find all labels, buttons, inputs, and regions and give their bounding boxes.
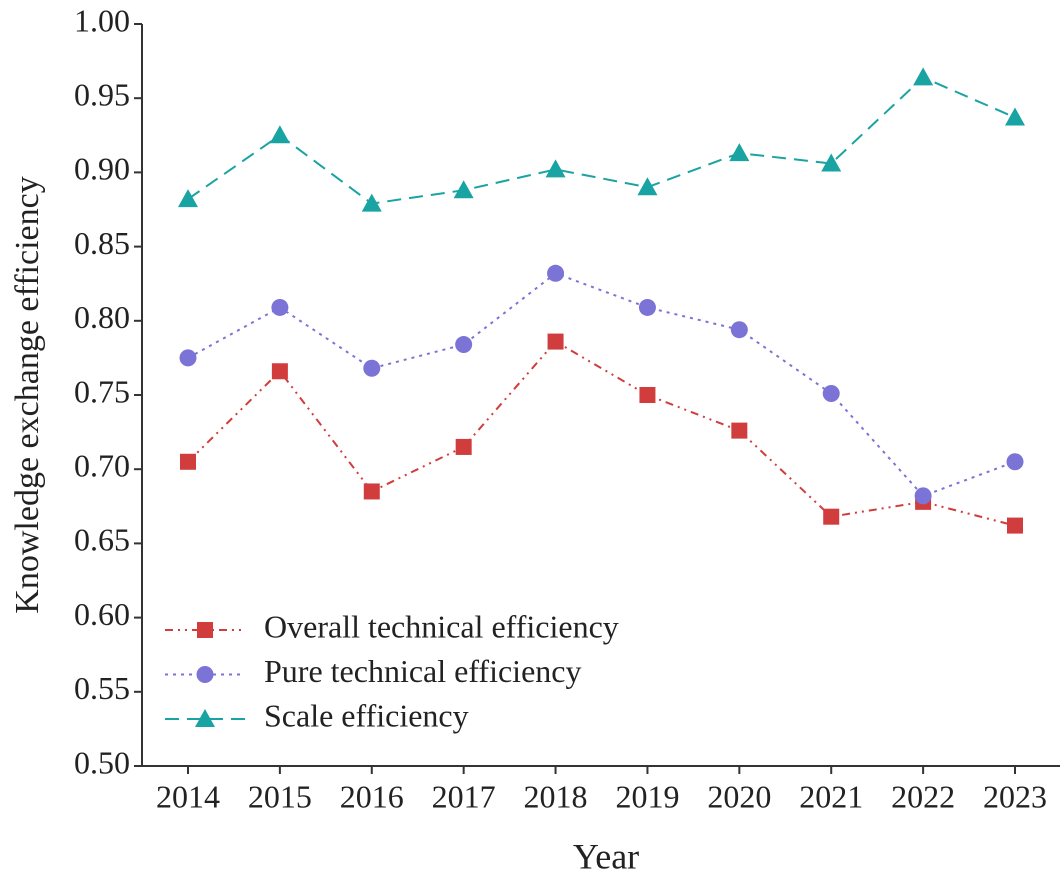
series-line	[187, 76, 1016, 205]
data-point	[731, 422, 748, 439]
data-point	[914, 487, 932, 505]
x-tick-label: 2022	[891, 778, 955, 814]
data-point	[823, 508, 840, 525]
y-tick-label: 0.65	[74, 522, 130, 558]
legend-marker	[197, 622, 213, 638]
y-tick-label: 0.50	[74, 744, 130, 780]
y-tick-label: 0.80	[74, 299, 130, 335]
x-tick-label: 2019	[615, 778, 679, 814]
data-point	[1005, 107, 1025, 126]
data-point	[821, 153, 842, 172]
data-point	[269, 125, 290, 144]
data-point	[455, 336, 473, 354]
y-tick-label: 0.70	[74, 448, 130, 484]
data-point	[545, 159, 566, 178]
x-tick-label: 2014	[156, 778, 220, 814]
data-point	[637, 177, 658, 196]
legend-label: Pure technical efficiency	[264, 653, 581, 689]
x-tick-label: 2023	[983, 778, 1047, 814]
data-point	[1006, 453, 1024, 471]
data-point	[271, 298, 289, 316]
data-point	[822, 385, 840, 403]
legend-label: Overall technical efficiency	[264, 608, 619, 644]
y-axis-title: Knowledge exchange efficiency	[9, 176, 46, 613]
x-axis-title: Year	[573, 836, 639, 876]
data-point	[271, 363, 288, 380]
data-point	[361, 193, 382, 212]
data-point	[1007, 517, 1023, 534]
series-line	[187, 340, 1016, 527]
x-tick-label: 2018	[524, 778, 588, 814]
y-tick-label: 1.00	[74, 2, 130, 38]
data-point	[913, 67, 934, 86]
x-tick-label: 2016	[340, 778, 404, 814]
data-point	[178, 189, 198, 208]
x-tick-label: 2021	[799, 778, 863, 814]
y-tick-label: 0.95	[74, 77, 130, 113]
y-tick-label: 0.90	[74, 151, 130, 187]
y-tick-label: 0.60	[74, 596, 130, 632]
legend-marker	[195, 709, 215, 727]
data-point	[638, 298, 656, 316]
y-tick-label: 0.75	[74, 373, 130, 409]
data-point	[180, 453, 196, 470]
y-tick-label: 0.85	[74, 225, 130, 261]
legend-label: Scale efficiency	[264, 697, 469, 733]
x-tick-label: 2015	[248, 778, 312, 814]
data-point	[363, 359, 381, 377]
x-tick-label: 2017	[432, 778, 496, 814]
data-point	[455, 438, 472, 455]
data-point	[547, 264, 565, 282]
data-point	[639, 387, 656, 403]
x-tick-label: 2020	[707, 778, 771, 814]
data-point	[547, 333, 564, 350]
series-line	[187, 272, 1016, 498]
data-point	[730, 321, 748, 339]
y-tick-label: 0.55	[74, 670, 130, 706]
data-point	[179, 349, 197, 367]
data-point	[729, 143, 750, 162]
data-point	[363, 483, 380, 500]
legend-marker	[196, 666, 214, 683]
data-point	[453, 180, 474, 199]
